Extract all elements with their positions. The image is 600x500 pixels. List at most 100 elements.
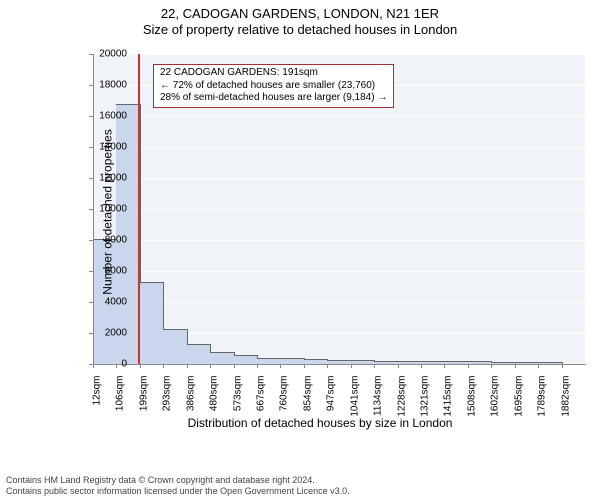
x-tick-mark [421, 364, 422, 368]
title-line-2: Size of property relative to detached ho… [0, 22, 600, 38]
histogram-bar [351, 360, 375, 364]
gridline [93, 240, 585, 241]
x-tick-mark [327, 364, 328, 368]
x-tick-label: 1415sqm [443, 376, 454, 426]
x-tick-label: 386sqm [185, 376, 196, 426]
x-tick-label: 480sqm [209, 376, 220, 426]
annotation-box: 22 CADOGAN GARDENS: 191sqm← 72% of detac… [153, 64, 394, 108]
y-tick-mark [89, 240, 93, 241]
x-tick-label: 199sqm [138, 376, 149, 426]
footer-attribution: Contains HM Land Registry data © Crown c… [6, 475, 350, 496]
y-tick-label: 16000 [91, 111, 127, 122]
y-tick-mark [89, 147, 93, 148]
x-tick-label: 1789sqm [537, 376, 548, 426]
x-tick-mark [93, 364, 94, 368]
x-tick-label: 760sqm [279, 376, 290, 426]
x-tick-mark [187, 364, 188, 368]
y-tick-label: 10000 [91, 204, 127, 215]
x-tick-mark [304, 364, 305, 368]
gridline [93, 147, 585, 148]
x-tick-mark [257, 364, 258, 368]
gridline [93, 271, 585, 272]
histogram-bar [398, 361, 422, 364]
x-tick-mark [374, 364, 375, 368]
y-tick-label: 2000 [91, 328, 127, 339]
y-tick-label: 0 [91, 359, 127, 370]
histogram-bar [163, 329, 187, 364]
x-tick-label: 1882sqm [560, 376, 571, 426]
x-tick-label: 667sqm [256, 376, 267, 426]
gridline [93, 364, 585, 365]
histogram-bar [421, 361, 445, 364]
x-tick-mark [468, 364, 469, 368]
histogram-bar [327, 360, 351, 364]
gridline [93, 178, 585, 179]
plot-area: 22 CADOGAN GARDENS: 191sqm← 72% of detac… [93, 54, 585, 364]
x-tick-label: 947sqm [326, 376, 337, 426]
x-tick-label: 1228sqm [396, 376, 407, 426]
x-tick-label: 1134sqm [373, 376, 384, 426]
y-tick-mark [89, 116, 93, 117]
y-tick-mark [89, 54, 93, 55]
annotation-line: ← 72% of detached houses are smaller (23… [160, 80, 387, 93]
x-axis-label: Distribution of detached houses by size … [55, 416, 585, 430]
x-tick-label: 1508sqm [466, 376, 477, 426]
footer-line-1: Contains HM Land Registry data © Crown c… [6, 475, 350, 485]
x-tick-mark [538, 364, 539, 368]
x-tick-mark [515, 364, 516, 368]
x-tick-mark [280, 364, 281, 368]
x-tick-label: 854sqm [302, 376, 313, 426]
x-tick-label: 573sqm [232, 376, 243, 426]
y-tick-label: 4000 [91, 297, 127, 308]
histogram-bar [304, 359, 328, 364]
histogram-bar [210, 352, 234, 364]
histogram-bar [538, 362, 562, 364]
histogram-bar [491, 362, 515, 364]
histogram-bar [187, 344, 211, 364]
x-tick-label: 1041sqm [349, 376, 360, 426]
y-tick-label: 18000 [91, 80, 127, 91]
reference-line [138, 54, 140, 364]
gridline [93, 209, 585, 210]
x-tick-mark [116, 364, 117, 368]
y-tick-label: 12000 [91, 173, 127, 184]
gridline [93, 116, 585, 117]
histogram-bar [468, 361, 492, 364]
x-tick-label: 293sqm [162, 376, 173, 426]
y-tick-label: 20000 [91, 49, 127, 60]
x-tick-mark [491, 364, 492, 368]
y-tick-label: 6000 [91, 266, 127, 277]
y-tick-mark [89, 178, 93, 179]
gridline [93, 54, 585, 55]
y-tick-mark [89, 85, 93, 86]
x-tick-mark [140, 364, 141, 368]
x-tick-label: 106sqm [115, 376, 126, 426]
title-line-1: 22, CADOGAN GARDENS, LONDON, N21 1ER [0, 6, 600, 22]
gridline [93, 302, 585, 303]
chart-title-block: 22, CADOGAN GARDENS, LONDON, N21 1ER Siz… [0, 0, 600, 37]
x-tick-label: 1321sqm [420, 376, 431, 426]
x-tick-label: 1695sqm [513, 376, 524, 426]
chart-region: 22 CADOGAN GARDENS: 191sqm← 72% of detac… [55, 50, 585, 420]
annotation-line: 22 CADOGAN GARDENS: 191sqm [160, 67, 387, 80]
x-tick-mark [562, 364, 563, 368]
x-tick-mark [351, 364, 352, 368]
histogram-bar [374, 361, 398, 364]
y-tick-mark [89, 333, 93, 334]
histogram-bar [140, 282, 164, 364]
y-tick-label: 14000 [91, 142, 127, 153]
histogram-bar [515, 362, 539, 364]
histogram-bar [234, 355, 258, 364]
x-tick-mark [210, 364, 211, 368]
x-tick-mark [444, 364, 445, 368]
y-tick-mark [89, 209, 93, 210]
y-tick-label: 8000 [91, 235, 127, 246]
histogram-bar [280, 358, 304, 364]
x-tick-mark [163, 364, 164, 368]
footer-line-2: Contains public sector information licen… [6, 486, 350, 496]
x-tick-mark [234, 364, 235, 368]
x-tick-mark [398, 364, 399, 368]
y-tick-mark [89, 302, 93, 303]
histogram-bar [257, 358, 281, 364]
x-tick-label: 12sqm [92, 376, 103, 426]
